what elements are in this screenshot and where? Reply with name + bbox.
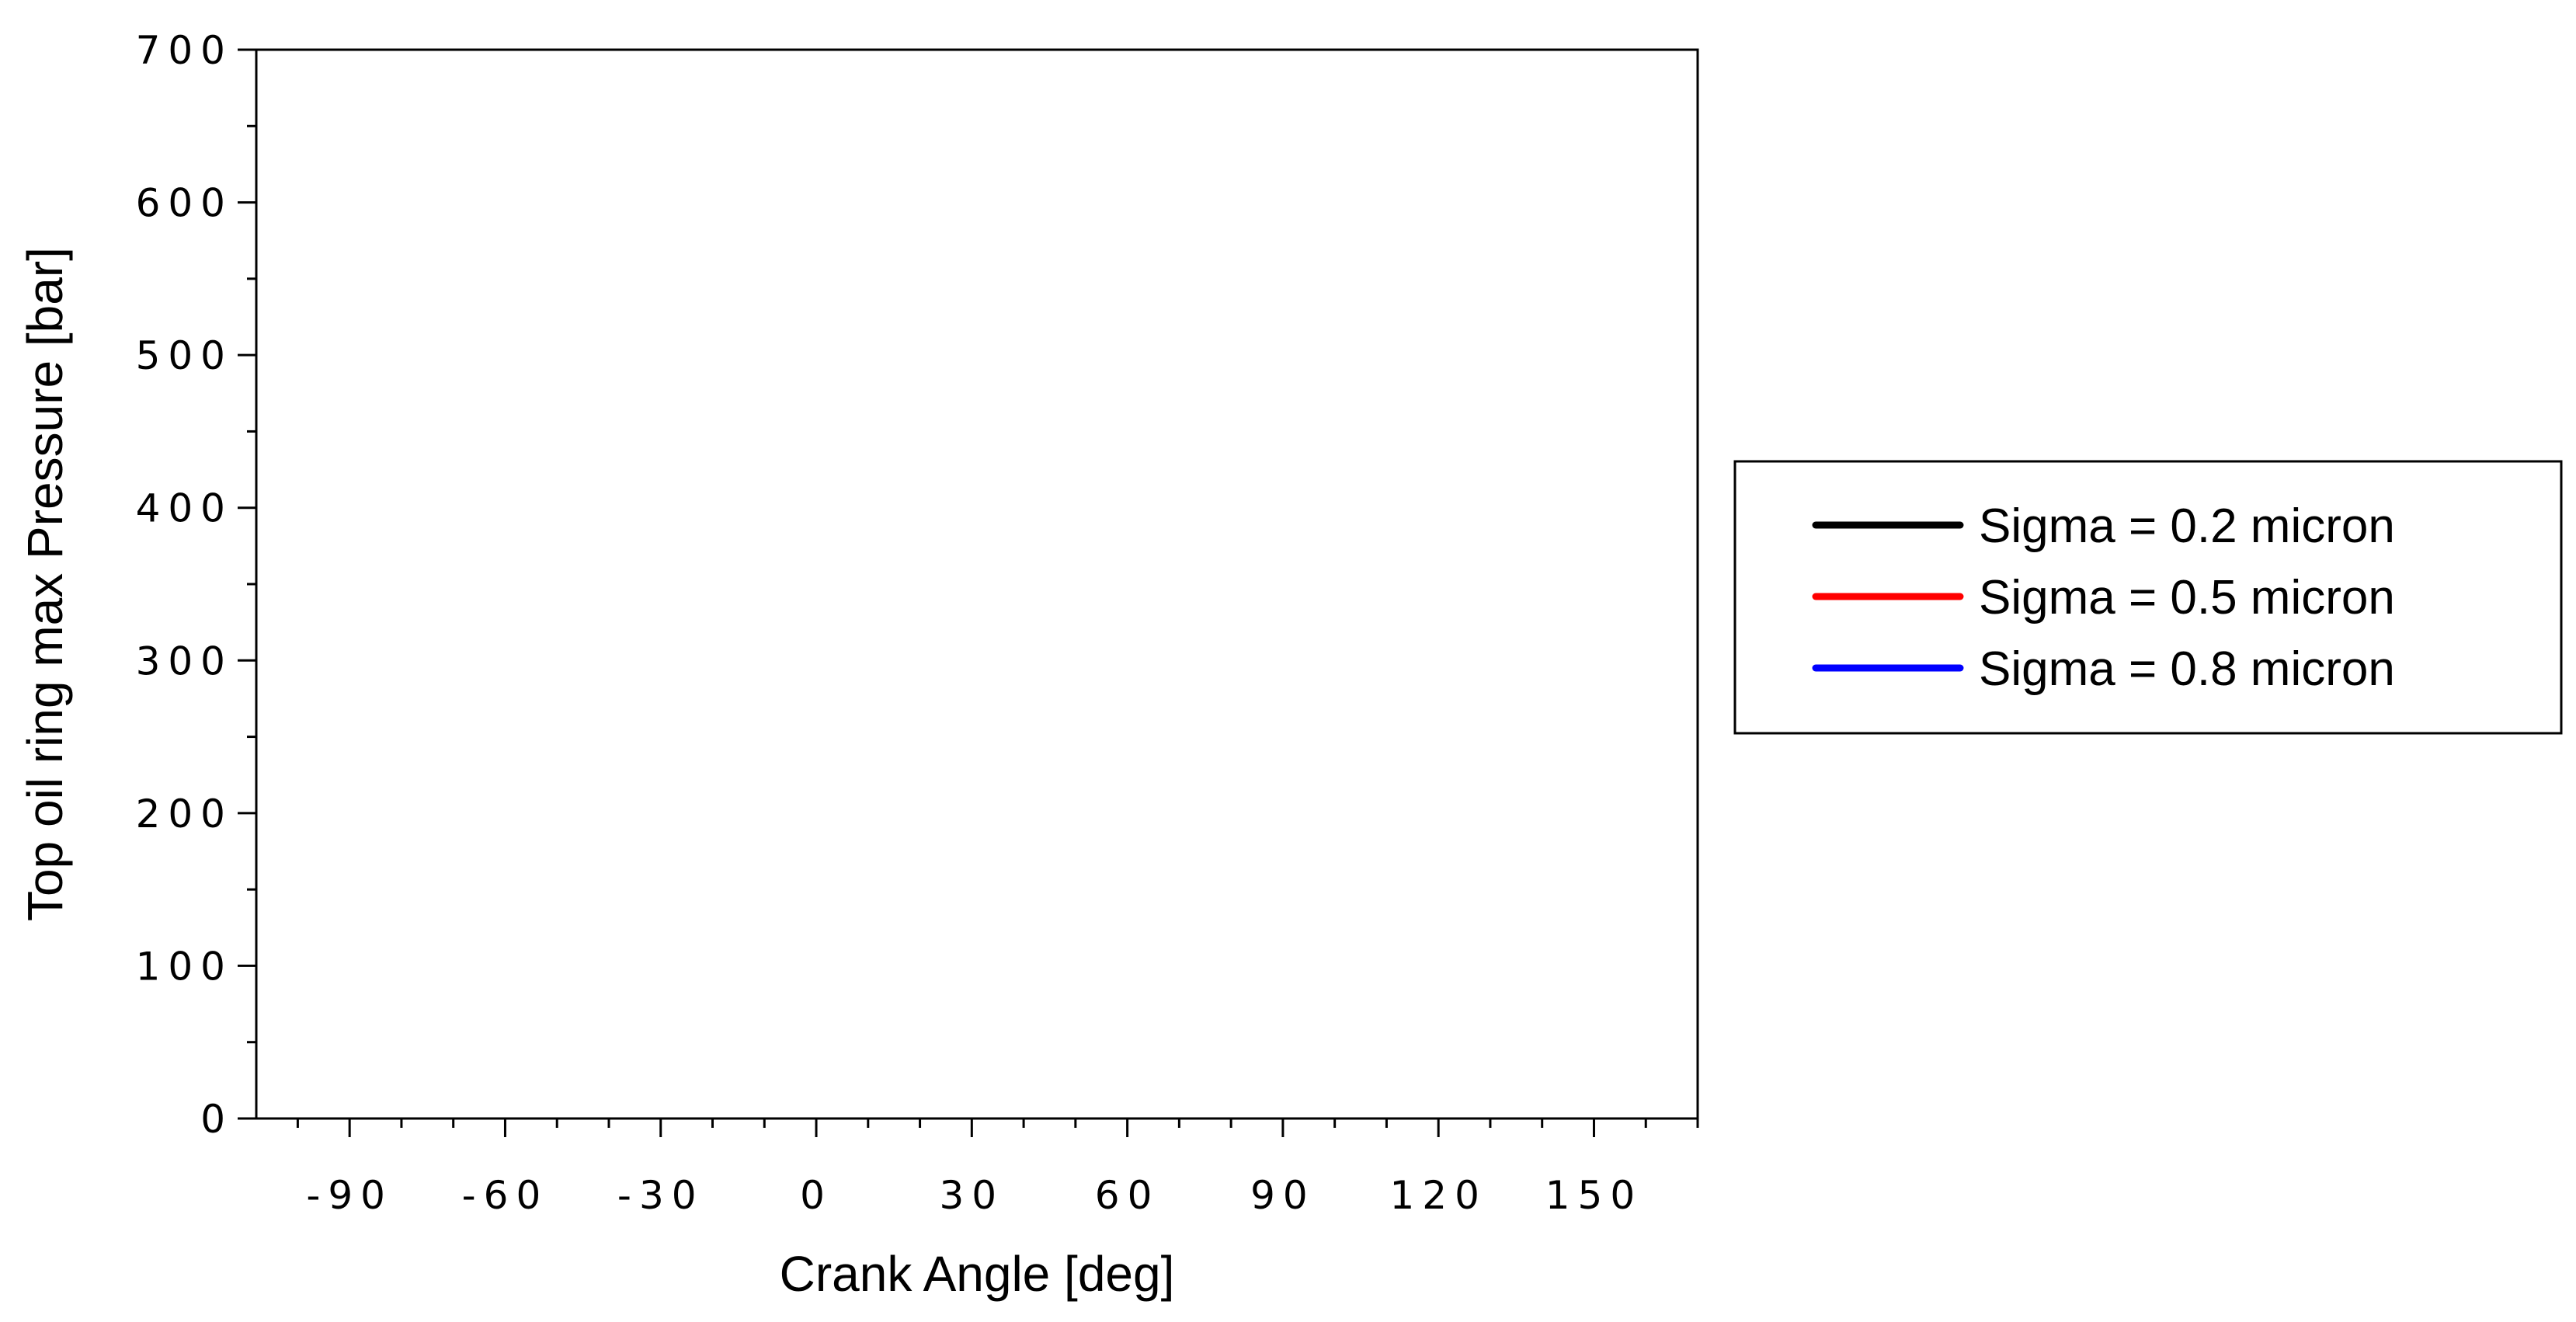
y-tick-label: 700 [136,28,233,73]
legend-label-2: Sigma = 0.5 micron [1979,571,2395,624]
x-tick-label: 90 [1250,1173,1316,1218]
x-tick-label: -90 [306,1173,393,1218]
x-tick-label: 30 [940,1173,1005,1218]
y-tick-label: 400 [136,486,233,531]
legend: Sigma = 0.2 micron Sigma = 0.5 micron Sigm… [1733,460,2563,735]
x-tick-label: 60 [1095,1173,1160,1218]
x-tick-label: -30 [617,1173,704,1218]
y-axis-title: Top oil ring max Pressure [bar] [17,247,73,921]
y-tick-label: 200 [136,791,233,837]
x-tick-label: -60 [462,1173,549,1218]
legend-label-3: Sigma = 0.8 micron [1979,642,2395,696]
y-tick-label: 100 [136,944,233,989]
axes-layer: -90 -60 -30 0 30 60 90 120 150 0 100 200 300 400 500 60… [17,28,1699,1302]
x-tick-label: 120 [1389,1173,1486,1218]
y-tick-label: 0 [200,1097,233,1142]
x-tick-label: 150 [1545,1173,1643,1218]
y-tick-label: 500 [136,333,233,378]
y-tick-label: 600 [136,181,233,226]
y-tick-label: 300 [136,638,233,684]
x-axis-title: Crank Angle [deg] [780,1246,1175,1302]
legend-label-1: Sigma = 0.2 micron [1979,499,2395,553]
plot-frame [255,48,1699,1120]
x-tick-label: 0 [800,1173,833,1218]
